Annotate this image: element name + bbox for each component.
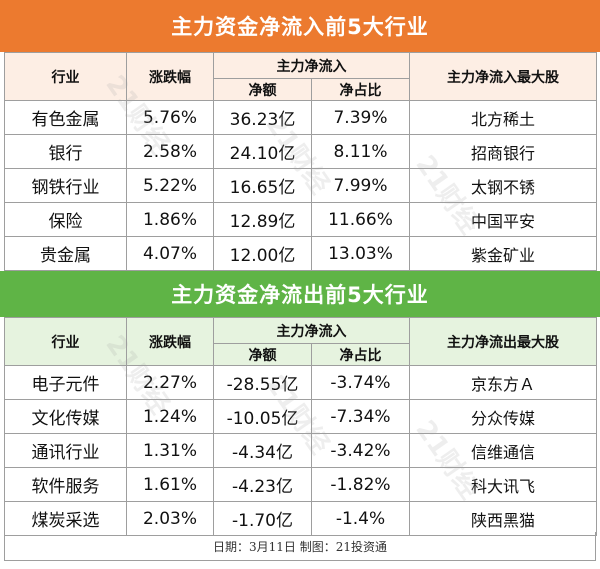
change-cell: 5.76% (126, 100, 214, 135)
net-cell: 12.89亿 (213, 202, 312, 237)
inflow-table: 行业 涨跌幅 主力净流入 主力净流入最大股 净额 净占比 有色金属 5.76% … (4, 52, 597, 271)
industry-cell: 通讯行业 (4, 433, 127, 468)
header-ratio: 净占比 (311, 343, 410, 366)
outflow-table: 行业 涨跌幅 主力净流入 主力净流出最大股 净额 净占比 电子元件 2.27% … (4, 317, 597, 536)
stock-cell: 陕西黑猫 (409, 501, 597, 536)
industry-cell: 保险 (4, 202, 127, 237)
ratio-cell: 7.99% (311, 168, 410, 203)
net-cell: -4.23亿 (213, 467, 312, 502)
industry-cell: 钢铁行业 (4, 168, 127, 203)
industry-cell: 有色金属 (4, 100, 127, 135)
ratio-cell: -1.4% (311, 501, 410, 536)
header-top-stock: 主力净流出最大股 (409, 317, 597, 366)
header-net: 净额 (213, 78, 312, 101)
ratio-cell: -1.82% (311, 467, 410, 502)
industry-cell: 文化传媒 (4, 399, 127, 434)
table-row: 银行 2.58% 24.10亿 8.11% 招商银行 (4, 134, 597, 169)
table-row: 钢铁行业 5.22% 16.65亿 7.99% 太钢不锈 (4, 168, 597, 203)
header-change: 涨跌幅 (126, 317, 214, 366)
net-cell: 16.65亿 (213, 168, 312, 203)
header-flow-group: 主力净流入 (213, 317, 410, 344)
stock-cell: 科大讯飞 (409, 467, 597, 502)
table-row: 有色金属 5.76% 36.23亿 7.39% 北方稀土 (4, 100, 597, 135)
table-row: 贵金属 4.07% 12.00亿 13.03% 紫金矿业 (4, 236, 597, 271)
stock-cell: 太钢不锈 (409, 168, 597, 203)
inflow-title: 主力资金净流入前5大行业 (0, 0, 600, 52)
outflow-title: 主力资金净流出前5大行业 (0, 271, 600, 317)
net-cell: 12.00亿 (213, 236, 312, 271)
ratio-cell: 7.39% (311, 100, 410, 135)
industry-cell: 银行 (4, 134, 127, 169)
stock-cell: 信维通信 (409, 433, 597, 468)
table-row: 保险 1.86% 12.89亿 11.66% 中国平安 (4, 202, 597, 237)
industry-cell: 电子元件 (4, 365, 127, 400)
stock-cell: 分众传媒 (409, 399, 597, 434)
header-flow-group: 主力净流入 (213, 52, 410, 79)
change-cell: 5.22% (126, 168, 214, 203)
footer-credit: 日期：3月11日 制图：21投资通 (4, 532, 596, 561)
change-cell: 1.61% (126, 467, 214, 502)
ratio-cell: -3.74% (311, 365, 410, 400)
ratio-cell: -3.42% (311, 433, 410, 468)
net-cell: -28.55亿 (213, 365, 312, 400)
change-cell: 1.24% (126, 399, 214, 434)
ratio-cell: 8.11% (311, 134, 410, 169)
table-row: 通讯行业 1.31% -4.34亿 -3.42% 信维通信 (4, 433, 597, 468)
header-net: 净额 (213, 343, 312, 366)
ratio-cell: -7.34% (311, 399, 410, 434)
header-ratio: 净占比 (311, 78, 410, 101)
change-cell: 4.07% (126, 236, 214, 271)
header-change: 涨跌幅 (126, 52, 214, 101)
change-cell: 2.27% (126, 365, 214, 400)
change-cell: 2.03% (126, 501, 214, 536)
industry-cell: 软件服务 (4, 467, 127, 502)
net-cell: -1.70亿 (213, 501, 312, 536)
header-top-stock: 主力净流入最大股 (409, 52, 597, 101)
stock-cell: 北方稀土 (409, 100, 597, 135)
change-cell: 1.31% (126, 433, 214, 468)
ratio-cell: 11.66% (311, 202, 410, 237)
change-cell: 1.86% (126, 202, 214, 237)
table-row: 煤炭采选 2.03% -1.70亿 -1.4% 陕西黑猫 (4, 501, 597, 536)
net-cell: 24.10亿 (213, 134, 312, 169)
ratio-cell: 13.03% (311, 236, 410, 271)
table-row: 电子元件 2.27% -28.55亿 -3.74% 京东方Ａ (4, 365, 597, 400)
net-cell: -4.34亿 (213, 433, 312, 468)
stock-cell: 京东方Ａ (409, 365, 597, 400)
net-cell: -10.05亿 (213, 399, 312, 434)
table-row: 软件服务 1.61% -4.23亿 -1.82% 科大讯飞 (4, 467, 597, 502)
stock-cell: 招商银行 (409, 134, 597, 169)
industry-cell: 煤炭采选 (4, 501, 127, 536)
header-industry: 行业 (4, 317, 127, 366)
change-cell: 2.58% (126, 134, 214, 169)
net-cell: 36.23亿 (213, 100, 312, 135)
table-row: 文化传媒 1.24% -10.05亿 -7.34% 分众传媒 (4, 399, 597, 434)
stock-cell: 紫金矿业 (409, 236, 597, 271)
header-industry: 行业 (4, 52, 127, 101)
stock-cell: 中国平安 (409, 202, 597, 237)
industry-cell: 贵金属 (4, 236, 127, 271)
